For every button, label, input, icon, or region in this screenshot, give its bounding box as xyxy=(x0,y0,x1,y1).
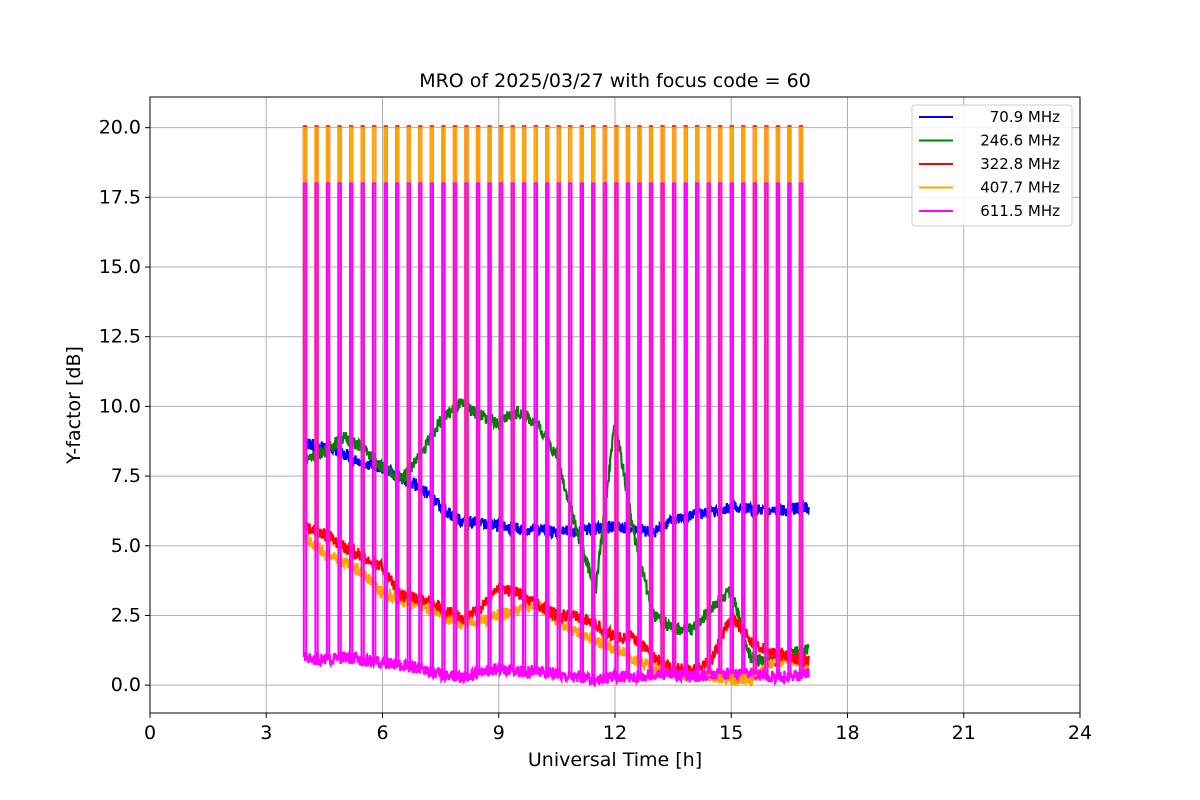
calibration-spike xyxy=(787,182,792,677)
calibration-spike xyxy=(614,182,619,677)
series-layer xyxy=(302,125,810,688)
calibration-spike xyxy=(406,182,411,667)
calibration-spike xyxy=(498,182,504,669)
calibration-spike xyxy=(441,182,446,675)
y-axis-ticks: 0.0 2.5 5.0 7.5 10.0 12.5 15.0 17.5 20.0 xyxy=(99,117,150,696)
legend-box xyxy=(911,104,1073,227)
y-tick-label: 15.0 xyxy=(99,256,141,278)
x-tick-label: 9 xyxy=(493,722,505,744)
calibration-spike xyxy=(475,182,481,675)
calibration-spike xyxy=(314,182,319,659)
calibration-spike xyxy=(660,182,665,674)
chart-title: MRO of 2025/03/27 with focus code = 60 xyxy=(419,70,811,92)
calibration-spike xyxy=(372,182,377,662)
calibration-spike xyxy=(337,182,342,658)
calibration-spike xyxy=(637,182,642,676)
legend-label: 70.9 MHz xyxy=(990,108,1060,126)
legend-label: 611.5 MHz xyxy=(980,202,1060,220)
legend-label: 407.7 MHz xyxy=(980,179,1060,197)
calibration-spike xyxy=(452,182,458,676)
y-tick-label: 5.0 xyxy=(111,535,141,557)
calibration-spike xyxy=(706,182,711,675)
calibration-spike xyxy=(752,182,757,675)
calibration-spike xyxy=(418,182,423,669)
calibration-spike xyxy=(683,182,688,676)
calibration-spike xyxy=(349,182,354,659)
calibration-spike xyxy=(718,182,723,674)
legend-label: 246.6 MHz xyxy=(980,132,1060,150)
calibration-spike xyxy=(775,182,781,677)
x-tick-label: 21 xyxy=(952,722,976,744)
y-tick-label: 20.0 xyxy=(99,117,141,139)
calibration-spike xyxy=(545,182,550,673)
y-axis-label: Y-factor [dB] xyxy=(63,346,85,465)
calibration-spike xyxy=(360,182,365,660)
calibration-spike xyxy=(395,182,400,665)
calibration-spike xyxy=(487,182,492,671)
calibration-spike xyxy=(533,182,538,672)
calibration-spike xyxy=(741,182,746,674)
calibration-spike xyxy=(556,182,561,675)
calibration-spike xyxy=(302,182,308,658)
calibration-spike xyxy=(568,182,573,676)
calibration-spike xyxy=(672,182,677,675)
y-tick-label: 2.5 xyxy=(111,604,141,626)
x-tick-label: 0 xyxy=(144,722,156,744)
legend: 70.9 MHz 246.6 MHz 322.8 MHz 407.7 MHz 611.5… xyxy=(911,104,1073,227)
calibration-spike xyxy=(522,182,527,672)
y-tick-label: 10.0 xyxy=(99,395,141,417)
y-tick-label: 7.5 xyxy=(111,465,141,487)
calibration-spike xyxy=(464,182,469,676)
calibration-spike xyxy=(602,182,608,679)
calibration-spike xyxy=(695,182,700,677)
x-tick-label: 15 xyxy=(719,722,743,744)
x-tick-label: 24 xyxy=(1068,722,1092,744)
calibration-spike xyxy=(510,182,515,671)
x-tick-label: 6 xyxy=(376,722,388,744)
calibration-spike xyxy=(591,182,596,680)
calibration-spike xyxy=(625,182,631,677)
legend-label: 322.8 MHz xyxy=(980,155,1060,173)
calibration-spike xyxy=(325,182,331,660)
calibration-spike xyxy=(383,182,388,664)
x-tick-label: 3 xyxy=(260,722,272,744)
x-axis-ticks: 0 3 6 9 12 15 18 21 24 xyxy=(144,713,1092,744)
x-tick-label: 18 xyxy=(835,722,859,744)
calibration-spike xyxy=(798,182,804,676)
calibration-spike xyxy=(729,182,734,674)
y-tick-label: 12.5 xyxy=(99,326,141,348)
calibration-spike xyxy=(579,182,584,678)
y-tick-label: 17.5 xyxy=(99,186,141,208)
y-tick-label: 0.0 xyxy=(111,674,141,696)
calibration-spike xyxy=(648,182,654,675)
calibration-spike xyxy=(429,182,434,672)
x-tick-label: 12 xyxy=(603,722,627,744)
x-axis-label: Universal Time [h] xyxy=(528,749,702,771)
calibration-spike xyxy=(764,182,769,677)
